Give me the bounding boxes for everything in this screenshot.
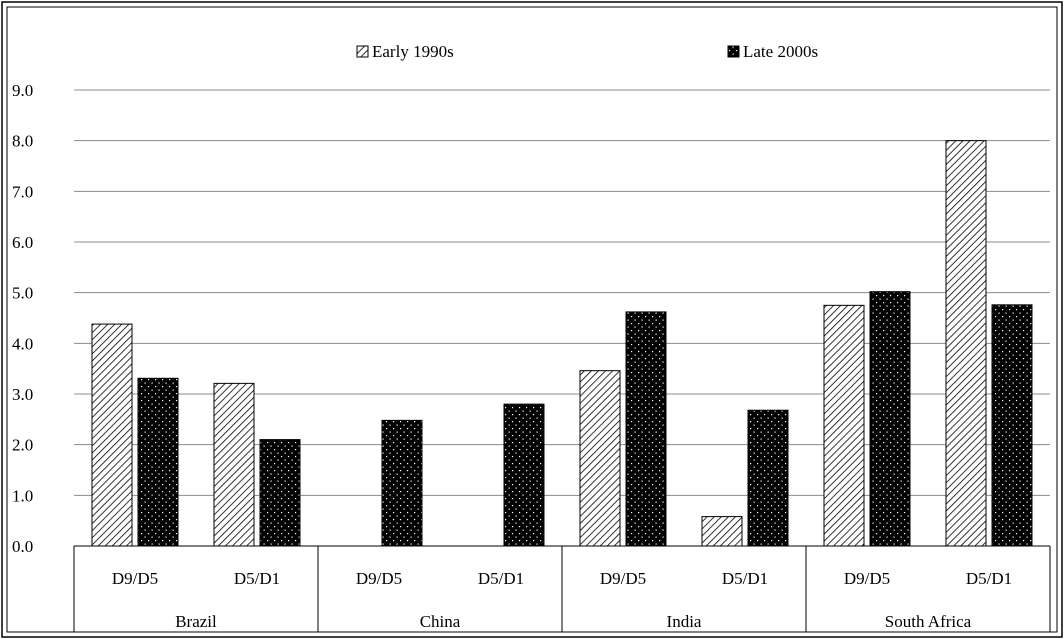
y-tick-label: 4.0 (12, 334, 33, 353)
bar-early-1990s-india-d5-d1 (701, 516, 743, 547)
y-tick-label: 3.0 (12, 385, 33, 404)
bars-layer (91, 140, 1033, 547)
x-category-label: D9/D5 (844, 569, 890, 588)
x-category-label: D5/D1 (966, 569, 1012, 588)
y-tick-label: 0.0 (12, 537, 33, 556)
x-category-label: D5/D1 (722, 569, 768, 588)
x-category-label: D5/D1 (234, 569, 280, 588)
y-tick-label: 8.0 (12, 132, 33, 151)
bar-late-2000s-brazil-d5-d1 (259, 439, 301, 547)
bar-late-2000s-china-d9-d5 (381, 419, 423, 547)
bar-early-1990s-south-africa-d9-d5 (823, 304, 865, 547)
y-tick-label: 6.0 (12, 233, 33, 252)
x-group-label-brazil: Brazil (175, 612, 217, 631)
bar-late-2000s-brazil-d9-d5 (137, 377, 179, 547)
x-group-label-india: India (667, 612, 702, 631)
bar-late-2000s-china-d5-d1 (503, 403, 545, 547)
legend-item-late-2000s: Late 2000s (727, 42, 818, 61)
y-tick-label: 7.0 (12, 182, 33, 201)
legend-label-late-2000s: Late 2000s (743, 42, 818, 61)
y-tick-label: 9.0 (12, 81, 33, 100)
inner-frame (6, 6, 1058, 633)
x-axis: D9/D5 D5/D1 D9/D5 D5/D1 D9/D5 D5/D1 D9/D5 D5/D1… (73, 545, 1051, 632)
y-tick-label: 2.0 (12, 436, 33, 455)
bar-early-1990s-brazil-d9-d5 (91, 323, 133, 547)
legend-swatch-early-1990s (356, 45, 369, 58)
bar-early-1990s-india-d9-d5 (579, 370, 621, 547)
bar-early-1990s-south-africa-d5-d1 (945, 140, 987, 547)
y-axis: 0.0 1.0 2.0 3.0 4.0 5.0 6.0 7.0 8.0 9.0 (12, 81, 33, 556)
legend-swatch-late-2000s (727, 45, 740, 58)
bar-late-2000s-india-d9-d5 (625, 311, 667, 547)
legend-label-early-1990s: Early 1990s (372, 42, 454, 61)
legend: Early 1990s Late 2000s (356, 42, 818, 61)
bar-late-2000s-south-africa-d9-d5 (869, 291, 911, 547)
x-category-label: D9/D5 (112, 569, 158, 588)
x-group-label-south-africa: South Africa (885, 612, 972, 631)
x-category-label: D9/D5 (600, 569, 646, 588)
y-tick-label: 5.0 (12, 284, 33, 303)
bar-late-2000s-south-africa-d5-d1 (991, 304, 1033, 547)
bar-early-1990s-brazil-d5-d1 (213, 382, 255, 547)
x-category-label: D9/D5 (356, 569, 402, 588)
x-category-label: D5/D1 (478, 569, 524, 588)
x-group-label-china: China (420, 612, 461, 631)
y-tick-label: 1.0 (12, 486, 33, 505)
bar-late-2000s-india-d5-d1 (747, 409, 789, 547)
legend-item-early-1990s: Early 1990s (356, 42, 454, 61)
